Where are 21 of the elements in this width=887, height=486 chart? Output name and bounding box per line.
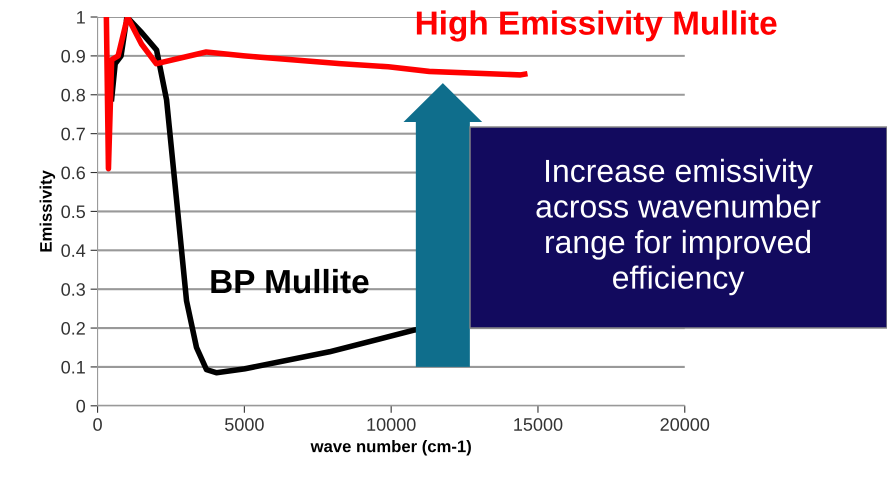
y-axis-title: Emissivity bbox=[40, 170, 56, 252]
y-tick-label: 0.3 bbox=[61, 283, 85, 296]
series-label: High Emissivity Mullite bbox=[416, 10, 777, 42]
y-tick-label: 0.2 bbox=[61, 322, 85, 335]
series-label: BP Mullite bbox=[211, 268, 369, 294]
x-axis-title: wave number (cm-1) bbox=[310, 440, 471, 456]
annotation: Increase emissivity across wavenumber range for improved efficiency bbox=[536, 158, 820, 296]
y-tick-label: 0.6 bbox=[61, 166, 85, 180]
y-tick-label: 0.8 bbox=[61, 88, 85, 102]
y-tick-label: 1 bbox=[77, 11, 85, 24]
y-tick-label: 0.1 bbox=[61, 360, 85, 374]
x-tick-label: 5000 bbox=[225, 418, 264, 431]
y-tick-label: 0 bbox=[76, 400, 86, 413]
x-tick-label: 15000 bbox=[514, 418, 562, 431]
y-tick-label: 0.4 bbox=[61, 244, 86, 258]
y-tick-label: 0.5 bbox=[61, 205, 86, 218]
x-tick-label: 10000 bbox=[367, 418, 416, 431]
y-tick-label: 0.7 bbox=[61, 128, 85, 140]
x-tick-label: 20000 bbox=[660, 418, 710, 431]
y-tick-label: 0.9 bbox=[61, 50, 85, 63]
x-tick-label: 0 bbox=[93, 418, 102, 431]
